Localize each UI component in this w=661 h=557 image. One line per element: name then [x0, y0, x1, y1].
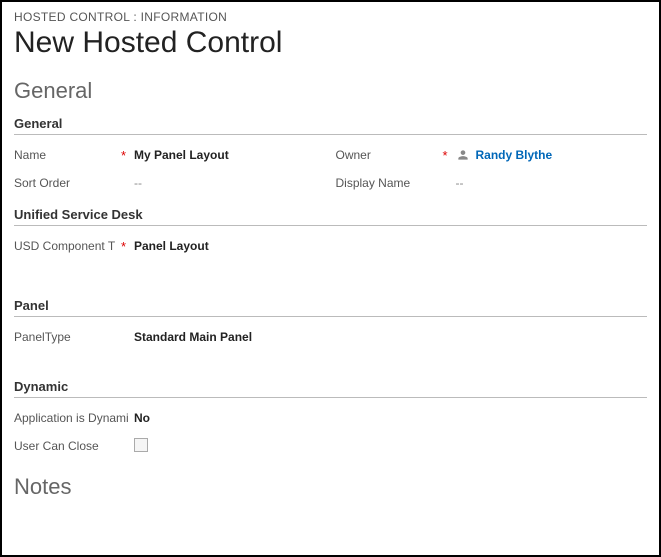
field-sort-order-label: Sort Order: [14, 176, 134, 190]
field-display-name-value[interactable]: --: [456, 176, 648, 190]
subsection-panel-title: Panel: [14, 298, 647, 317]
required-icon: *: [121, 239, 126, 254]
owner-link[interactable]: Randy Blythe: [476, 148, 553, 162]
section-general-title: General: [14, 78, 647, 104]
field-is-dynamic-value[interactable]: No: [134, 411, 647, 425]
field-user-can-close-label: User Can Close: [14, 439, 134, 453]
field-display-name-label: Display Name: [336, 176, 456, 190]
field-is-dynamic[interactable]: Application is Dynami No: [14, 408, 647, 428]
field-owner-label: Owner *: [336, 148, 456, 162]
field-usd-component-label: USD Component T *: [14, 239, 134, 253]
field-user-can-close-value[interactable]: [134, 438, 647, 455]
subsection-dynamic-title: Dynamic: [14, 379, 647, 398]
field-panel-type[interactable]: PanelType Standard Main Panel: [14, 327, 647, 347]
field-owner[interactable]: Owner * Randy Blythe: [336, 145, 648, 165]
field-owner-value[interactable]: Randy Blythe: [456, 148, 648, 162]
field-is-dynamic-label: Application is Dynami: [14, 411, 134, 425]
breadcrumb: HOSTED CONTROL : INFORMATION: [14, 10, 647, 24]
field-user-can-close[interactable]: User Can Close: [14, 436, 647, 456]
field-sort-order[interactable]: Sort Order --: [14, 173, 326, 193]
field-sort-order-value[interactable]: --: [134, 176, 326, 190]
field-name[interactable]: Name * My Panel Layout: [14, 145, 326, 165]
field-name-label: Name *: [14, 148, 134, 162]
field-panel-type-label: PanelType: [14, 330, 134, 344]
field-usd-component-value[interactable]: Panel Layout: [134, 239, 647, 253]
field-usd-component-type[interactable]: USD Component T * Panel Layout: [14, 236, 647, 256]
page-title: New Hosted Control: [14, 26, 647, 60]
person-icon: [456, 148, 470, 162]
field-display-name[interactable]: Display Name --: [336, 173, 648, 193]
subsection-usd-title: Unified Service Desk: [14, 207, 647, 226]
subsection-general-title: General: [14, 116, 647, 135]
field-panel-type-value[interactable]: Standard Main Panel: [134, 330, 647, 344]
required-icon: *: [121, 148, 126, 163]
required-icon: *: [442, 148, 447, 163]
section-notes-title: Notes: [14, 474, 647, 500]
field-name-value[interactable]: My Panel Layout: [134, 148, 326, 162]
checkbox-user-can-close[interactable]: [134, 438, 148, 452]
